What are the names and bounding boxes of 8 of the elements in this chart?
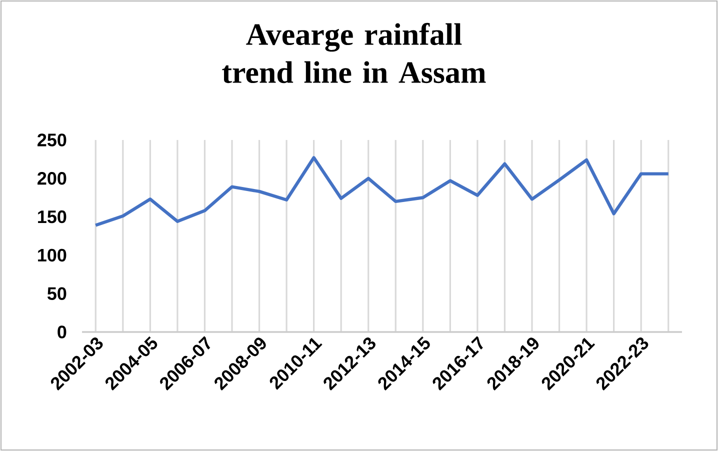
y-tick-label: 200	[38, 172, 66, 185]
y-tick-label: 50	[47, 287, 66, 300]
chart-title: Avearge rainfall trend line in Assam	[222, 22, 486, 84]
y-tick-label: 100	[38, 248, 66, 262]
y-tick-label: 150	[38, 210, 66, 224]
line-series	[94, 156, 670, 227]
y-tick-label: 250	[38, 134, 66, 146]
y-tick-label: 0	[58, 326, 66, 338]
